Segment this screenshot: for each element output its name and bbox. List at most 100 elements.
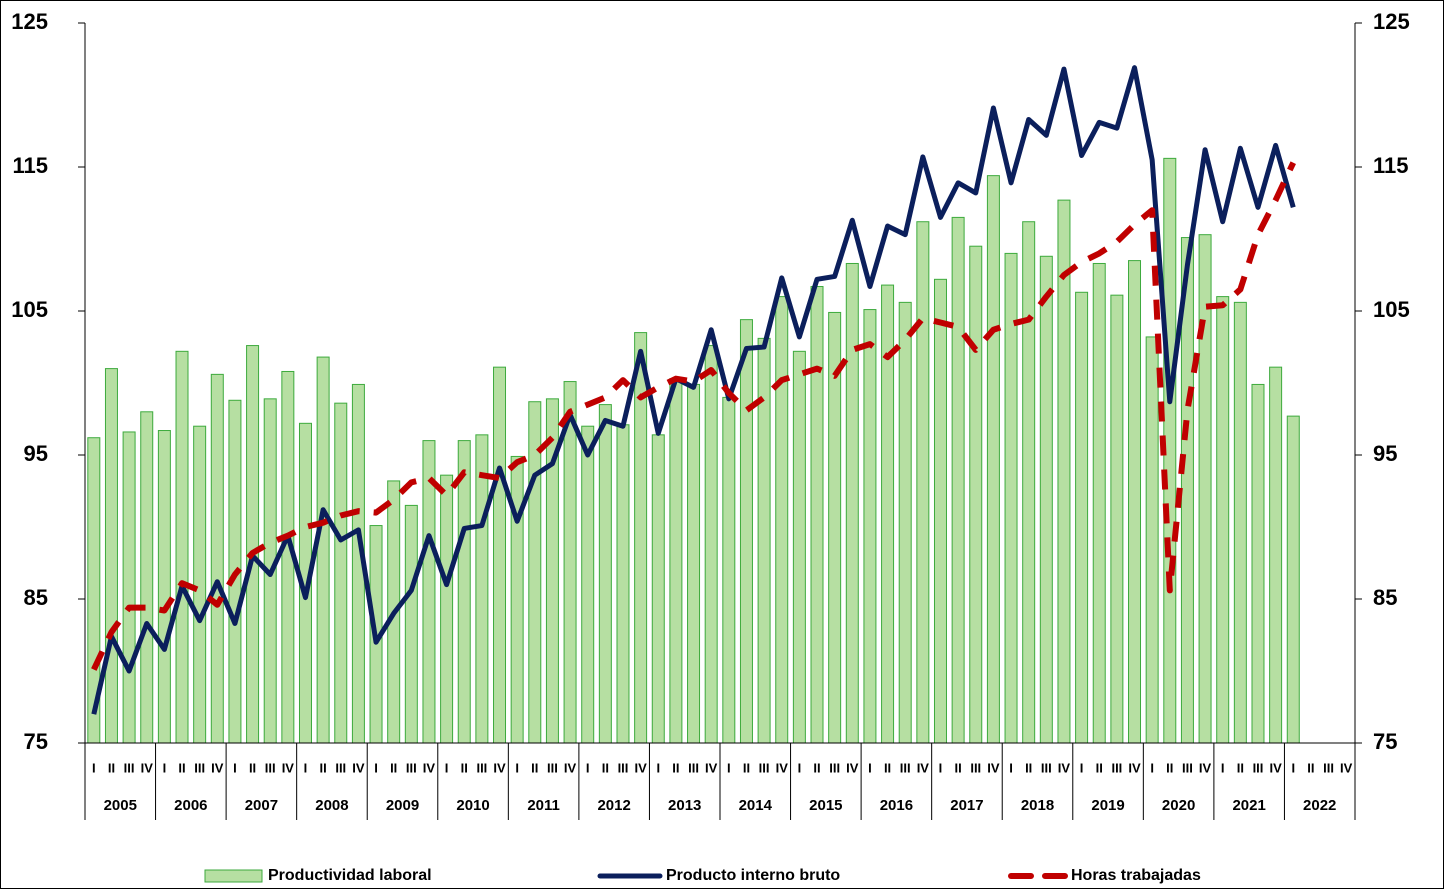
x-tick-label: I	[515, 760, 519, 775]
x-tick-label: IV	[1340, 760, 1353, 775]
bar	[739, 319, 753, 744]
x-tick-label: I	[92, 760, 96, 775]
x-tick-label: IV	[846, 760, 859, 775]
x-tick-label: III	[900, 760, 911, 775]
x-group-label: 2005	[104, 797, 137, 814]
x-tick-label: III	[688, 760, 699, 775]
bar	[1128, 260, 1142, 744]
y2-tick-label: 95	[1373, 441, 1397, 466]
x-tick-label: II	[249, 760, 256, 775]
x-group-label: 2013	[668, 797, 701, 814]
x-tick-label: III	[829, 760, 840, 775]
x-group-label: 2017	[950, 797, 983, 814]
bar	[316, 356, 330, 744]
x-group-label: 2019	[1091, 797, 1124, 814]
x-tick-label: II	[602, 760, 609, 775]
x-tick-label: IV	[141, 760, 154, 775]
x-tick-label: II	[531, 760, 538, 775]
x-tick-label: I	[868, 760, 872, 775]
y-tick-label: 125	[11, 9, 48, 34]
bar	[1251, 383, 1265, 744]
bar	[246, 345, 260, 744]
bar	[440, 474, 454, 744]
y-tick-label: 115	[13, 153, 49, 178]
bar	[775, 296, 789, 744]
bar	[669, 378, 683, 744]
x-tick-label: II	[390, 760, 397, 775]
x-tick-label: I	[233, 760, 237, 775]
y-tick-label: 105	[11, 297, 48, 322]
legend-label: Producto interno bruto	[666, 867, 840, 884]
x-group-label: 2015	[809, 797, 842, 814]
bar	[704, 345, 718, 744]
x-tick-label: I	[445, 760, 449, 775]
x-tick-label: I	[1221, 760, 1225, 775]
x-tick-label: III	[1323, 760, 1334, 775]
x-tick-label: III	[124, 760, 135, 775]
x-tick-label: III	[618, 760, 629, 775]
x-tick-label: IV	[423, 760, 436, 775]
x-tick-label: II	[461, 760, 468, 775]
bar	[210, 373, 224, 744]
bar	[792, 350, 806, 744]
bar	[510, 455, 524, 744]
bar	[616, 424, 630, 744]
x-group-label: 2014	[739, 797, 773, 814]
x-tick-label: I	[304, 760, 308, 775]
bar	[933, 278, 947, 744]
bar	[104, 368, 118, 744]
x-tick-label: III	[759, 760, 770, 775]
bar	[1004, 252, 1018, 744]
x-tick-label: I	[586, 760, 590, 775]
x-group-label: 2009	[386, 797, 419, 814]
x-group-label: 2011	[527, 797, 560, 814]
bar	[140, 411, 154, 744]
x-tick-label: I	[939, 760, 943, 775]
bar	[1075, 291, 1089, 744]
x-group-label: 2008	[315, 797, 348, 814]
x-tick-label: III	[406, 760, 417, 775]
x-tick-label: II	[743, 760, 750, 775]
x-tick-label: I	[1291, 760, 1295, 775]
bar	[493, 366, 507, 744]
x-tick-label: III	[335, 760, 346, 775]
y2-tick-label: 125	[1373, 9, 1410, 34]
bar	[1110, 294, 1124, 744]
x-group-label: 2018	[1021, 797, 1054, 814]
x-group-label: 2020	[1162, 797, 1195, 814]
bar	[475, 434, 489, 744]
bar	[1039, 255, 1053, 744]
bar	[916, 221, 930, 744]
x-tick-label: III	[1253, 760, 1264, 775]
x-tick-label: I	[374, 760, 378, 775]
y-tick-label: 95	[24, 441, 48, 466]
x-tick-label: I	[656, 760, 660, 775]
x-tick-label: I	[798, 760, 802, 775]
x-group-label: 2022	[1303, 797, 1336, 814]
bar	[175, 350, 189, 744]
x-tick-label: II	[1237, 760, 1244, 775]
x-group-label: 2006	[174, 797, 207, 814]
x-tick-label: II	[1096, 760, 1103, 775]
bar	[1145, 336, 1159, 744]
bar	[951, 216, 965, 744]
y-tick-label: 75	[24, 729, 48, 754]
line	[91, 65, 1296, 715]
bar	[1198, 234, 1212, 744]
bar	[1216, 296, 1230, 744]
bar	[122, 431, 136, 744]
x-tick-label: II	[320, 760, 327, 775]
x-tick-label: IV	[1269, 760, 1282, 775]
x-tick-label: III	[265, 760, 276, 775]
x-tick-label: I	[1150, 760, 1154, 775]
x-tick-label: IV	[1058, 760, 1071, 775]
bar	[1286, 415, 1300, 744]
x-tick-label: III	[1182, 760, 1193, 775]
bar	[1057, 199, 1071, 744]
legend-label: Productividad laboral	[268, 867, 432, 884]
bar	[810, 286, 824, 744]
x-tick-label: III	[547, 760, 558, 775]
x-tick-label: IV	[776, 760, 789, 775]
x-tick-label: I	[1080, 760, 1084, 775]
